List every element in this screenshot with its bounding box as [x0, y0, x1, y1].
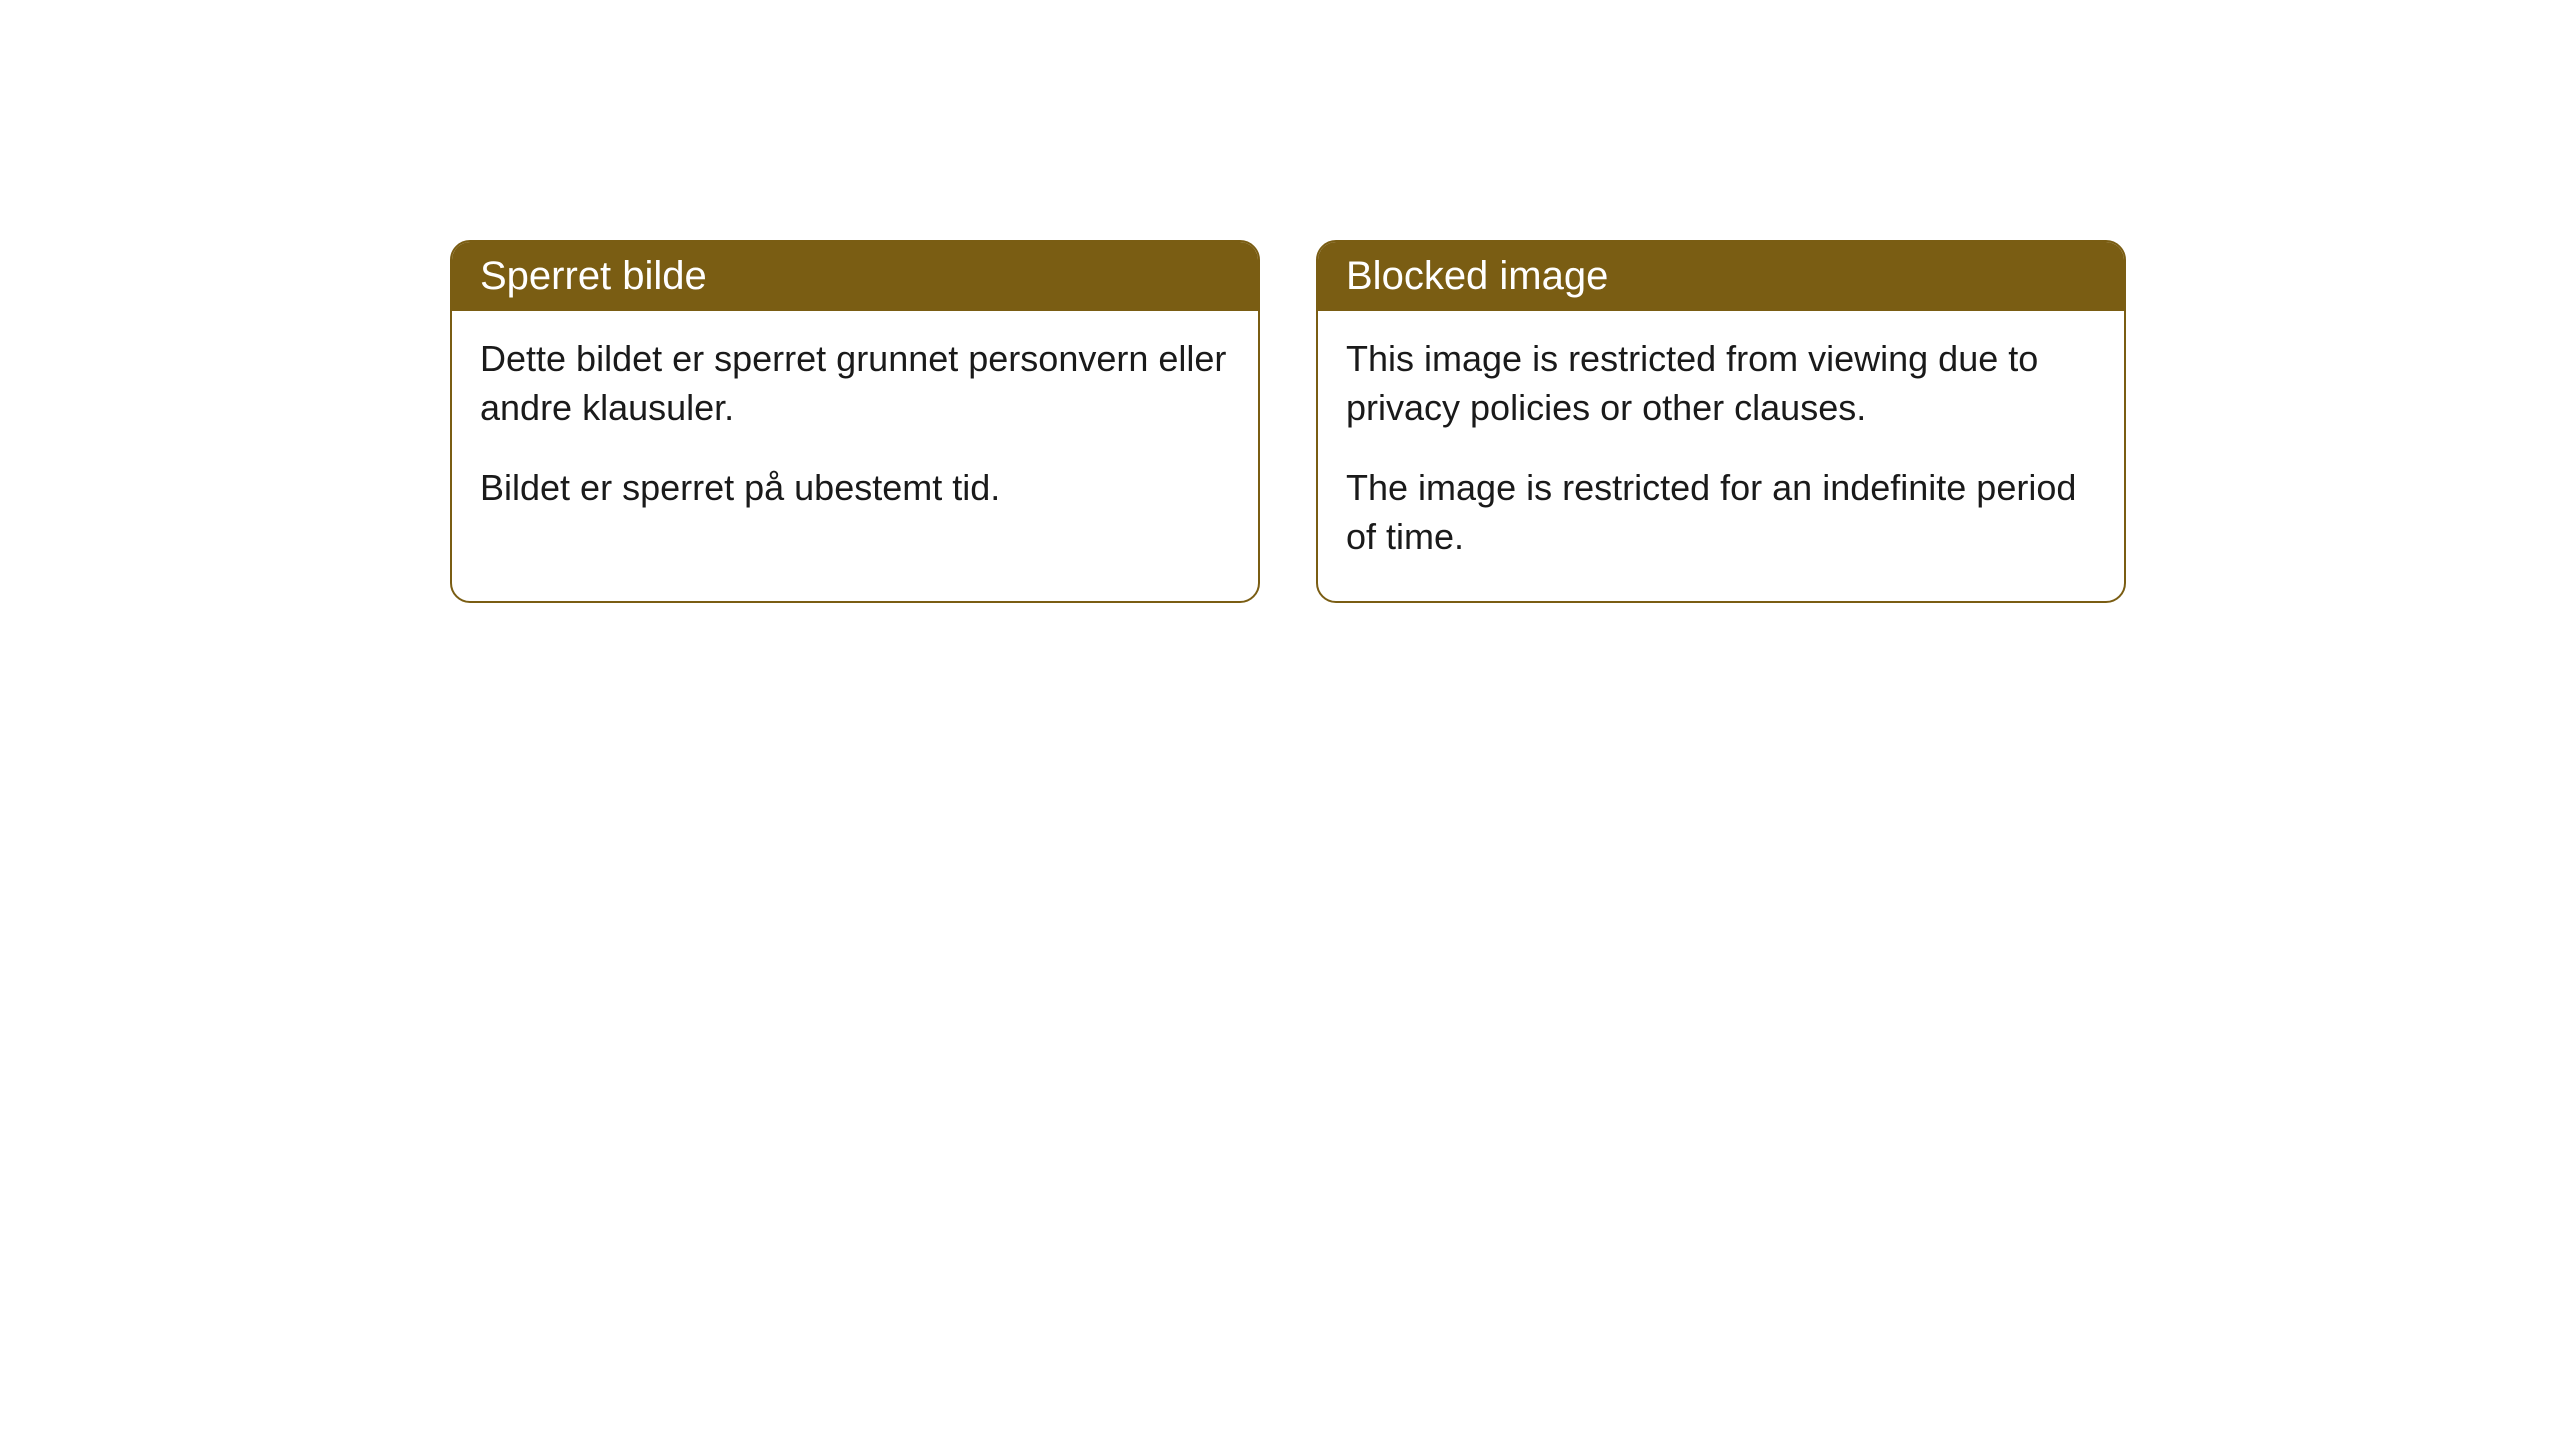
- notice-cards-container: Sperret bilde Dette bildet er sperret gr…: [450, 240, 2560, 603]
- card-text-english-2: The image is restricted for an indefinit…: [1346, 464, 2096, 561]
- blocked-image-card-norwegian: Sperret bilde Dette bildet er sperret gr…: [450, 240, 1260, 603]
- card-text-norwegian-2: Bildet er sperret på ubestemt tid.: [480, 464, 1230, 513]
- card-header-norwegian: Sperret bilde: [452, 242, 1258, 311]
- card-header-english: Blocked image: [1318, 242, 2124, 311]
- card-title-english: Blocked image: [1346, 254, 1608, 298]
- card-body-norwegian: Dette bildet er sperret grunnet personve…: [452, 311, 1258, 553]
- card-body-english: This image is restricted from viewing du…: [1318, 311, 2124, 601]
- blocked-image-card-english: Blocked image This image is restricted f…: [1316, 240, 2126, 603]
- card-title-norwegian: Sperret bilde: [480, 254, 707, 298]
- card-text-norwegian-1: Dette bildet er sperret grunnet personve…: [480, 335, 1230, 432]
- card-text-english-1: This image is restricted from viewing du…: [1346, 335, 2096, 432]
